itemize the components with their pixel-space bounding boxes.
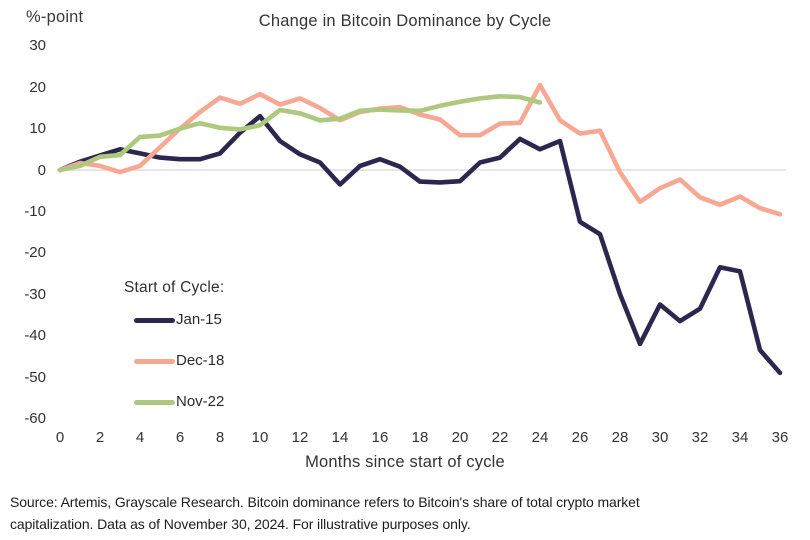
series-line-nov-22 [57,94,543,173]
x-tick-label-32: 32 [691,429,709,446]
y-tick-label--20: -20 [24,244,46,262]
x-tick-label-2: 2 [95,429,105,446]
y-tick-label-20: 20 [29,78,46,96]
x-tick-label-28: 28 [611,429,629,446]
chart-plot-area [57,82,786,376]
y-tick-label--50: -50 [24,368,46,386]
source-footnote: Source: Artemis, Grayscale Research. Bit… [10,492,798,535]
y-axis-unit-label: %-point [26,8,84,26]
y-tick-label-10: 10 [29,120,46,138]
x-tick-label-14: 14 [331,429,349,446]
legend-line-swatch-nov-22 [134,400,175,405]
y-tick-label-0: 0 [37,161,46,179]
series-line-dec-18 [57,82,783,217]
x-tick-label-18: 18 [411,429,429,446]
x-tick-label-20: 20 [451,429,469,446]
legend-line-swatch-jan-15 [134,318,175,323]
x-tick-label-6: 6 [175,429,185,446]
source-footnote-line2: capitalization. Data as of November 30, … [10,515,471,532]
x-tick-label-16: 16 [371,429,389,446]
y-tick-label--40: -40 [24,327,46,345]
x-tick-label-34: 34 [731,429,749,446]
x-tick-label-4: 4 [135,429,145,446]
y-tick-label--60: -60 [24,409,46,427]
x-tick-label-30: 30 [651,429,669,446]
x-tick-label-26: 26 [571,429,589,446]
x-tick-label-8: 8 [215,429,225,446]
series-line-jan-15 [57,113,783,376]
source-footnote-line1: Source: Artemis, Grayscale Research. Bit… [10,494,640,510]
legend-label-dec-18: Dec-18 [176,352,225,369]
x-tick-label-10: 10 [251,429,269,446]
legend-line-swatch-dec-18 [134,359,175,364]
x-axis-title: Months since start of cycle [305,453,505,471]
legend-title: Start of Cycle: [124,279,225,296]
legend-label-jan-15: Jan-15 [176,311,222,328]
x-tick-label-36: 36 [771,429,789,446]
y-tick-label--30: -30 [24,285,46,303]
x-tick-label-12: 12 [291,429,309,446]
chart-title: Change in Bitcoin Dominance by Cycle [258,12,552,30]
x-tick-label-0: 0 [55,429,65,446]
x-tick-label-22: 22 [491,429,509,446]
legend-label-nov-22: Nov-22 [176,393,225,410]
y-tick-label--10: -10 [24,202,46,220]
x-tick-label-24: 24 [531,429,549,446]
y-tick-label-30: 30 [29,37,46,55]
